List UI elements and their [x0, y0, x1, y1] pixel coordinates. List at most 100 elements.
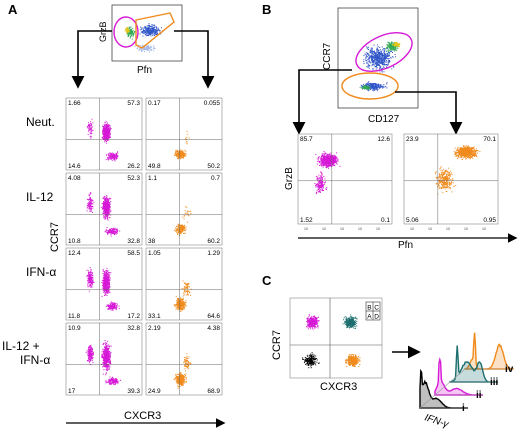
- panel-a-r4-magenta-quadrant-ur: 32.8: [127, 325, 140, 332]
- hist-label-ii: ii: [476, 390, 482, 401]
- panel-a-r1-magenta-quadrant-ll: 14.6: [68, 163, 81, 170]
- hist-label-i: i: [462, 403, 465, 414]
- panel-label-a: A: [8, 2, 18, 17]
- panel-label-c: C: [262, 273, 272, 288]
- panel-a-grid: 1.66 57.3 14.6 26.2 0.17 0.055 49.8 50.2 4.08 52.…: [65, 97, 223, 396]
- panel-b-orange-quadrant-ll: 5.06: [406, 217, 419, 224]
- panel-a-plot-r2-orange: 1.1 0.7 38 60.2: [145, 172, 223, 246]
- dots-low: [104, 227, 121, 237]
- gate-a-yellow: [124, 27, 130, 34]
- panel-b-magenta-quadrant-ll: 1.52: [300, 217, 313, 224]
- tick-label: 10: [304, 227, 308, 231]
- quadrant-b-dots: [306, 314, 320, 330]
- panel-a-r4-magenta-quadrant-ll: 17: [68, 388, 76, 395]
- hist-label-iv: iv: [505, 364, 514, 375]
- dots-left: [86, 118, 94, 139]
- panel-a-plot-r3-magenta: 12.4 58.5 11.8 17.2: [65, 247, 143, 321]
- panel-a-r1-magenta-quadrant-ur: 57.3: [127, 100, 140, 107]
- panel-a-r2-orange-quadrant-lr: 60.2: [207, 238, 220, 245]
- dots-main: [100, 194, 112, 221]
- tick-label: 10: [322, 227, 326, 231]
- dots-main: [453, 144, 481, 160]
- panel-a-gate-dots: [124, 23, 163, 53]
- plot-frame: [145, 322, 223, 396]
- panel-c-ylabel: CCR7: [271, 330, 283, 360]
- panel-a-plot-r1-magenta: 1.66 57.3 14.6 26.2: [65, 97, 143, 171]
- tick-label: 10: [428, 227, 432, 231]
- tick-label: 10: [376, 227, 380, 231]
- panel-a-r1-orange-quadrant-ul: 0.17: [148, 100, 161, 107]
- panel-c-letter-b: B: [367, 305, 371, 312]
- panel-a-r2-orange-quadrant-ur: 0.7: [211, 175, 220, 182]
- tick-label: 10: [340, 227, 344, 231]
- dots-main: [101, 340, 112, 376]
- panel-a-r2-magenta-quadrant-ll: 10.8: [68, 238, 81, 245]
- panel-b-ylabel: GrzB: [284, 167, 295, 190]
- dots-up: [181, 280, 192, 297]
- quadrant-c-dots: [342, 314, 358, 329]
- panel-a-r4-orange-quadrant-lr: 68.9: [207, 388, 220, 395]
- panel-c-letter-c: C: [374, 305, 379, 312]
- dots-left: [86, 267, 95, 292]
- panel-a-r3-orange-quadrant-lr: 64.6: [207, 313, 220, 320]
- panel-a-plot-r2-magenta: 4.08 52.3 10.8 32.8: [65, 172, 143, 246]
- dots-left: [86, 192, 95, 213]
- panel-a-r2-magenta-quadrant-lr: 32.8: [127, 238, 140, 245]
- panel-a-r4-orange-quadrant-ul: 2.19: [148, 325, 161, 332]
- tick-label: 10: [410, 227, 414, 231]
- panel-a-r1-magenta-quadrant-ul: 1.66: [68, 100, 81, 107]
- panel-b-plot-orange: 23.9 70.1 5.06 0.95 10 10 10 10 10: [403, 133, 499, 231]
- panel-c-dot-plot: B C A D CCR7 CXCR3: [271, 297, 383, 393]
- panel-b-magenta-quadrant-lr: 0.1: [381, 217, 390, 224]
- gate-b-blue: [363, 44, 396, 73]
- dots-main: [173, 295, 187, 312]
- panel-a-r3-orange-quadrant-ul: 1.05: [148, 250, 161, 257]
- panel-b-gate-ylabel: CCR7: [322, 42, 333, 70]
- panel-a-gate-xlabel: Pfn: [137, 65, 152, 76]
- histogram-i: [419, 368, 468, 409]
- row-label-il12-ifna-1: IL-12 +: [2, 339, 40, 353]
- histogram-depth-axis: [419, 368, 466, 409]
- panel-c-xlabel: CXCR3: [320, 381, 357, 393]
- panel-b-magenta-quadrant-ur: 12.6: [377, 136, 390, 143]
- histogram-iv-curve: [464, 332, 514, 370]
- panel-a-r2-orange-quadrant-ll: 38: [148, 238, 156, 245]
- gate-b-lower-green: [359, 84, 371, 90]
- panel-a-r1-orange-quadrant-lr: 50.2: [207, 163, 220, 170]
- gate-a-blue: [139, 23, 163, 37]
- dots-main: [174, 223, 187, 237]
- panel-a-r4-magenta-quadrant-lr: 39.3: [127, 388, 140, 395]
- quadrant-d-dots: [344, 354, 361, 368]
- panel-a-r1-magenta-quadrant-lr: 26.2: [127, 163, 140, 170]
- row-label-il12-ifna-2: IFN-α: [20, 353, 50, 367]
- panel-c-dots: [302, 314, 361, 369]
- panel-b-plot-magenta: 85.7 12.61.52 0.110 10 10 10 10: [297, 133, 393, 231]
- panel-b-xlabel: Pfn: [398, 240, 413, 251]
- panel-c-histograms: [419, 332, 514, 409]
- panel-a-plot-r1-orange: 0.17 0.055 49.8 50.2: [145, 97, 223, 171]
- panel-b-gate-dots: [359, 41, 401, 92]
- gate-b-yellow: [391, 42, 401, 48]
- panel-b-right-arrow: [395, 91, 463, 135]
- panel-a-plot-r4-magenta: 10.9 32.8 17 39.3: [65, 322, 143, 396]
- dots-main: [315, 151, 341, 169]
- panel-a-plot-r4-orange: 2.19 4.38 24.9 68.9: [145, 322, 223, 396]
- quadrant-a-dots: [302, 352, 320, 369]
- panel-a-ylabel: CCR7: [49, 222, 61, 252]
- dots-main: [101, 120, 112, 144]
- panel-a-left-arrow: [71, 30, 112, 89]
- panel-b-gate-plot: CCR7 CD127: [292, 7, 463, 135]
- panel-a-r4-orange-quadrant-ur: 4.38: [207, 325, 220, 332]
- panel-a-right-arrow: [174, 30, 215, 89]
- dots-main: [173, 149, 187, 160]
- panel-a-r3-magenta-quadrant-ur: 58.5: [127, 250, 140, 257]
- panel-b-gate-magenta: [355, 32, 413, 72]
- panel-a-gate-plot: GrzB Pfn: [71, 4, 215, 89]
- panel-b-orange-quadrant-lr: 0.95: [483, 217, 496, 224]
- panel-a-r3-magenta-quadrant-lr: 17.2: [127, 313, 140, 320]
- histogram-iii: [449, 345, 498, 383]
- panel-b-gate-orange: [341, 72, 399, 100]
- panel-a-gate-magenta: [113, 16, 139, 48]
- panel-a-xlabel: CXCR3: [124, 410, 161, 422]
- panel-a-gate-orange: [135, 12, 175, 49]
